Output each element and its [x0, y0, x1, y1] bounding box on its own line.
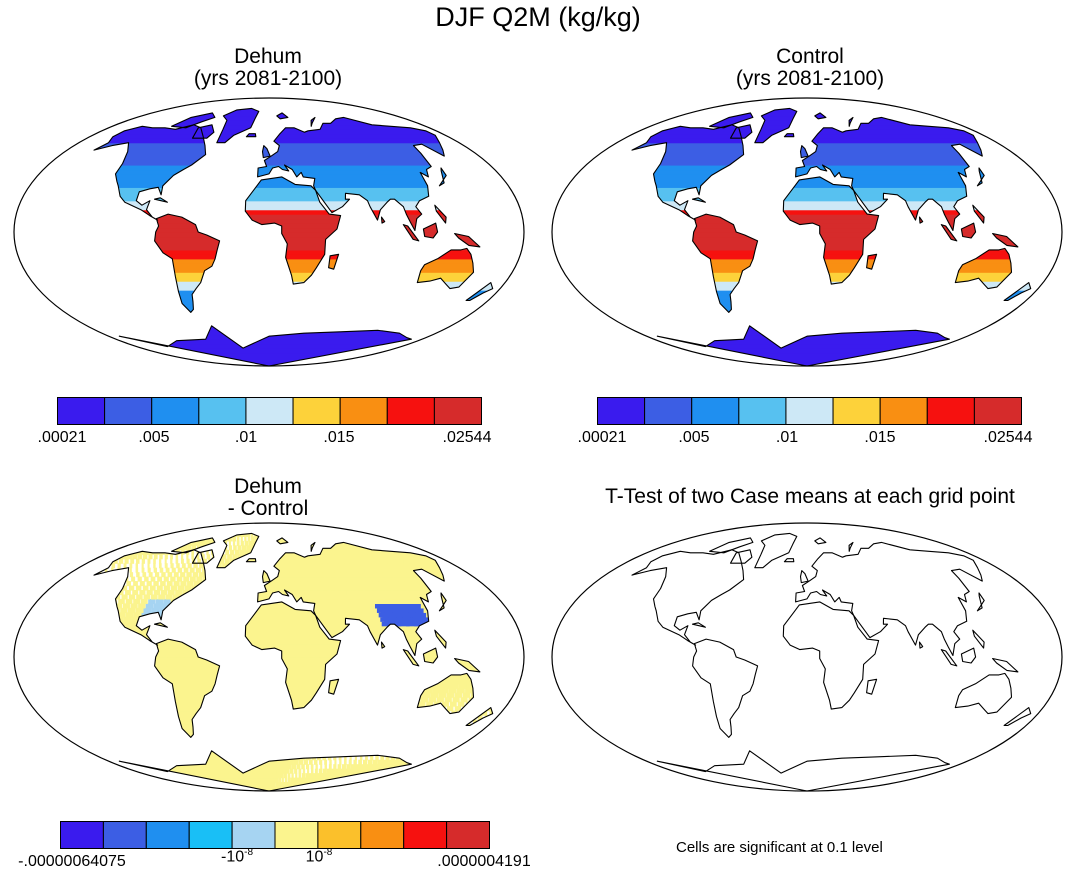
panel-title-line2: - Control: [227, 497, 309, 520]
map-border: [13, 522, 525, 792]
colorbar-swatch: [360, 821, 405, 849]
colorbar-control-label: .02544: [983, 429, 1033, 446]
colorbar-diff-label-base: -10: [220, 848, 245, 866]
map-ttest: [551, 522, 1063, 792]
map-border: [551, 97, 1063, 367]
colorbar-swatch: [386, 397, 435, 425]
panel-title-line1: T-Test of two Case means at each grid po…: [605, 485, 1015, 508]
colorbar-swatch: [274, 821, 319, 849]
colorbar-diff-label: .0000004191: [437, 853, 531, 870]
colorbar-swatch: [151, 397, 200, 425]
colorbar-swatch: [57, 397, 106, 425]
colorbar-swatch: [973, 397, 1022, 425]
panel-title-line2: (yrs 2081-2100): [193, 67, 343, 90]
coastline-outlines: [631, 532, 1032, 792]
colorbar-dehum: [57, 397, 482, 425]
colorbar-swatch: [879, 397, 928, 425]
colorbar-swatch: [317, 821, 362, 849]
colorbar-dehum-label: .005: [138, 429, 170, 446]
coastline-outlines: [93, 107, 494, 367]
colorbar-swatch: [245, 397, 294, 425]
panel-title-diff: Dehum - Control: [108, 476, 428, 520]
colorbar-dehum-label: .01: [234, 429, 258, 446]
colorbar-swatch: [433, 397, 482, 425]
panel-title-dehum: Dehum (yrs 2081-2100): [108, 46, 428, 90]
colorbar-diff-label-exponent: -8: [244, 847, 254, 858]
colorbar-dehum-label: .02544: [442, 429, 492, 446]
colorbar-swatch: [832, 397, 881, 425]
figure-title: DJF Q2M (kg/kg): [435, 2, 641, 32]
map-control: [551, 97, 1063, 367]
colorbar-diff-label-base: 10: [305, 848, 324, 866]
panel-title-line1: Control: [776, 45, 844, 68]
colorbar-swatch: [644, 397, 693, 425]
panel-title-line1: Dehum: [234, 475, 302, 498]
map-dehum: [13, 97, 525, 367]
colorbar-swatch: [446, 821, 490, 849]
colorbar-swatch: [198, 397, 247, 425]
colorbar-swatch: [339, 397, 388, 425]
colorbar-control: [597, 397, 1022, 425]
colorbar-diff-label: 10-8: [306, 847, 333, 866]
panel-title-line2: (yrs 2081-2100): [735, 67, 885, 90]
colorbar-swatch: [231, 821, 276, 849]
colorbar-dehum-label: .00021: [37, 429, 87, 446]
significance-note: Cells are significant at 0.1 level: [676, 839, 883, 856]
colorbar-swatch: [926, 397, 975, 425]
colorbar-swatch: [691, 397, 740, 425]
colorbar-swatch: [403, 821, 448, 849]
colorbar-dehum-label: .015: [323, 429, 355, 446]
colorbar-swatch: [145, 821, 190, 849]
colorbar-control-label: .015: [864, 429, 896, 446]
colorbar-swatch: [104, 397, 153, 425]
map-diff: [13, 522, 525, 792]
colorbar-swatch: [102, 821, 147, 849]
coastline-outlines: [631, 107, 1032, 367]
panel-title-control: Control (yrs 2081-2100): [650, 46, 970, 90]
colorbar-diff: [60, 821, 490, 849]
map-border: [13, 97, 525, 367]
colorbar-swatch: [738, 397, 787, 425]
colorbar-control-label: .01: [775, 429, 799, 446]
colorbar-control-label: .005: [678, 429, 710, 446]
map-border: [551, 522, 1063, 792]
colorbar-swatch: [60, 821, 104, 849]
coastline-outlines: [93, 532, 494, 792]
colorbar-swatch: [597, 397, 646, 425]
colorbar-diff-label-exponent: -8: [323, 847, 333, 858]
panel-title-ttest: T-Test of two Case means at each grid po…: [545, 486, 1075, 508]
colorbar-swatch: [292, 397, 341, 425]
colorbar-swatch: [785, 397, 834, 425]
panel-title-line1: Dehum: [234, 45, 302, 68]
colorbar-control-label: .00021: [577, 429, 627, 446]
colorbar-swatch: [188, 821, 233, 849]
colorbar-diff-label: -10-8: [221, 847, 253, 866]
colorbar-diff-label: -.00000064075: [18, 853, 126, 870]
